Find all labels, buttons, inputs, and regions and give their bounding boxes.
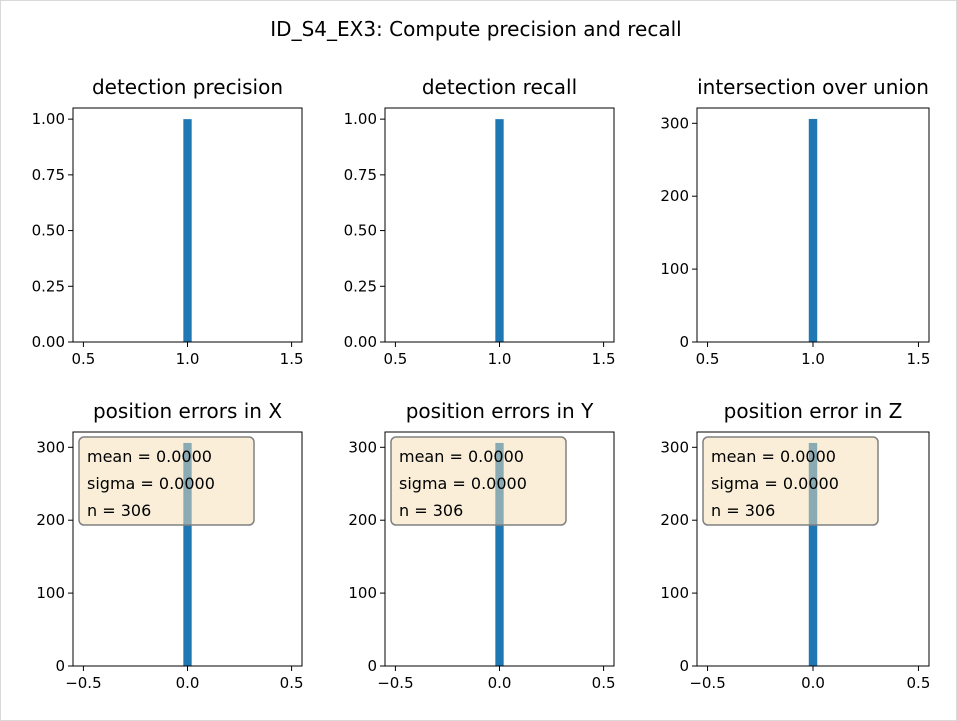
y-tick-label: 100 — [348, 584, 377, 602]
y-tick-label: 300 — [36, 438, 65, 456]
stats-box — [390, 436, 567, 526]
y-tick-label: 1.00 — [344, 110, 377, 128]
x-tick-label: −0.5 — [377, 674, 413, 692]
y-tick-label: 0.25 — [344, 277, 377, 295]
y-tick-label: 100 — [660, 260, 689, 278]
y-tick-label: 200 — [660, 187, 689, 205]
stats-line: sigma = 0.0000 — [87, 474, 215, 493]
bar — [183, 442, 192, 666]
stats-line: n = 306 — [399, 501, 463, 520]
x-tick-label: 1.5 — [592, 350, 616, 368]
y-tick-label: 300 — [660, 114, 689, 132]
y-tick-label: 0 — [679, 333, 689, 351]
y-tick-label: 0.00 — [32, 333, 65, 351]
stats-line: n = 306 — [87, 501, 151, 520]
x-tick-label: 0.5 — [280, 674, 304, 692]
y-tick-label: 0.50 — [32, 222, 65, 240]
x-tick-label: −0.5 — [689, 674, 725, 692]
x-tick-label: 0.0 — [488, 674, 512, 692]
bar — [808, 118, 818, 343]
subplot-title: position errors in Y — [406, 399, 594, 423]
stats-line: n = 306 — [711, 501, 775, 520]
y-tick-label: 300 — [660, 438, 689, 456]
subplot-title: position errors in X — [93, 399, 282, 423]
figure-title: ID_S4_EX3: Compute precision and recall — [270, 17, 681, 41]
y-tick-label: 0.00 — [344, 333, 377, 351]
x-tick-label: 0.0 — [176, 674, 200, 692]
x-tick-label: 0.5 — [592, 674, 616, 692]
x-tick-label: 1.0 — [176, 350, 200, 368]
y-tick-label: 0 — [679, 657, 689, 675]
y-tick-label: 0.75 — [344, 166, 377, 184]
bar — [495, 119, 504, 343]
stats-line: mean = 0.0000 — [711, 447, 836, 466]
stats-line: sigma = 0.0000 — [399, 474, 527, 493]
subplot-title: detection recall — [422, 75, 577, 99]
stats-line: sigma = 0.0000 — [711, 474, 839, 493]
x-tick-label: −0.5 — [65, 674, 101, 692]
y-tick-label: 300 — [348, 438, 377, 456]
subplot-3: intersection over union 0.5 1.0 1.5 0 100 200 3… — [660, 75, 930, 368]
y-tick-label: 200 — [660, 511, 689, 529]
x-tick-label: 0.5 — [696, 350, 720, 368]
stats-box — [78, 436, 255, 526]
x-tick-label: 1.5 — [280, 350, 304, 368]
y-tick-label: 0.75 — [32, 166, 65, 184]
y-tick-label: 200 — [348, 511, 377, 529]
x-tick-label: 1.0 — [801, 350, 825, 368]
y-tick-label: 100 — [36, 584, 65, 602]
subplot-title: detection precision — [92, 75, 283, 99]
subplot-title: intersection over union — [697, 75, 929, 99]
x-tick-label: 1.0 — [488, 350, 512, 368]
stats-box — [702, 436, 879, 526]
bar — [495, 442, 504, 666]
subplot-5: position errors in Y −0.5 0.0 0.5 0 100 200 300… — [348, 399, 615, 692]
y-tick-label: 0.25 — [32, 277, 65, 295]
subplot-4: position errors in X −0.5 0.0 0.5 0 100 200 300… — [36, 399, 303, 692]
y-tick-label: 100 — [660, 584, 689, 602]
x-tick-label: 0.5 — [383, 350, 407, 368]
y-tick-label: 1.00 — [32, 110, 65, 128]
y-tick-label: 0.50 — [344, 222, 377, 240]
x-tick-label: 0.5 — [71, 350, 95, 368]
bar — [808, 442, 818, 666]
y-tick-label: 0 — [367, 657, 377, 675]
stats-line: mean = 0.0000 — [87, 447, 212, 466]
subplot-1: detection precision 0.5 1.0 1.5 0.00 0.25 0.50… — [32, 75, 304, 368]
x-tick-label: 0.5 — [907, 674, 931, 692]
subplot-6: position error in Z −0.5 0.0 0.5 0 100 200 300 m… — [660, 399, 930, 692]
stats-line: mean = 0.0000 — [399, 447, 524, 466]
y-tick-label: 200 — [36, 511, 65, 529]
y-tick-label: 0 — [55, 657, 65, 675]
x-tick-label: 1.5 — [907, 350, 931, 368]
bar — [183, 119, 192, 343]
subplot-2: detection recall 0.5 1.0 1.5 0.00 0.25 0.50 0.7… — [344, 75, 616, 368]
subplot-title: position error in Z — [724, 399, 903, 423]
x-tick-label: 0.0 — [801, 674, 825, 692]
